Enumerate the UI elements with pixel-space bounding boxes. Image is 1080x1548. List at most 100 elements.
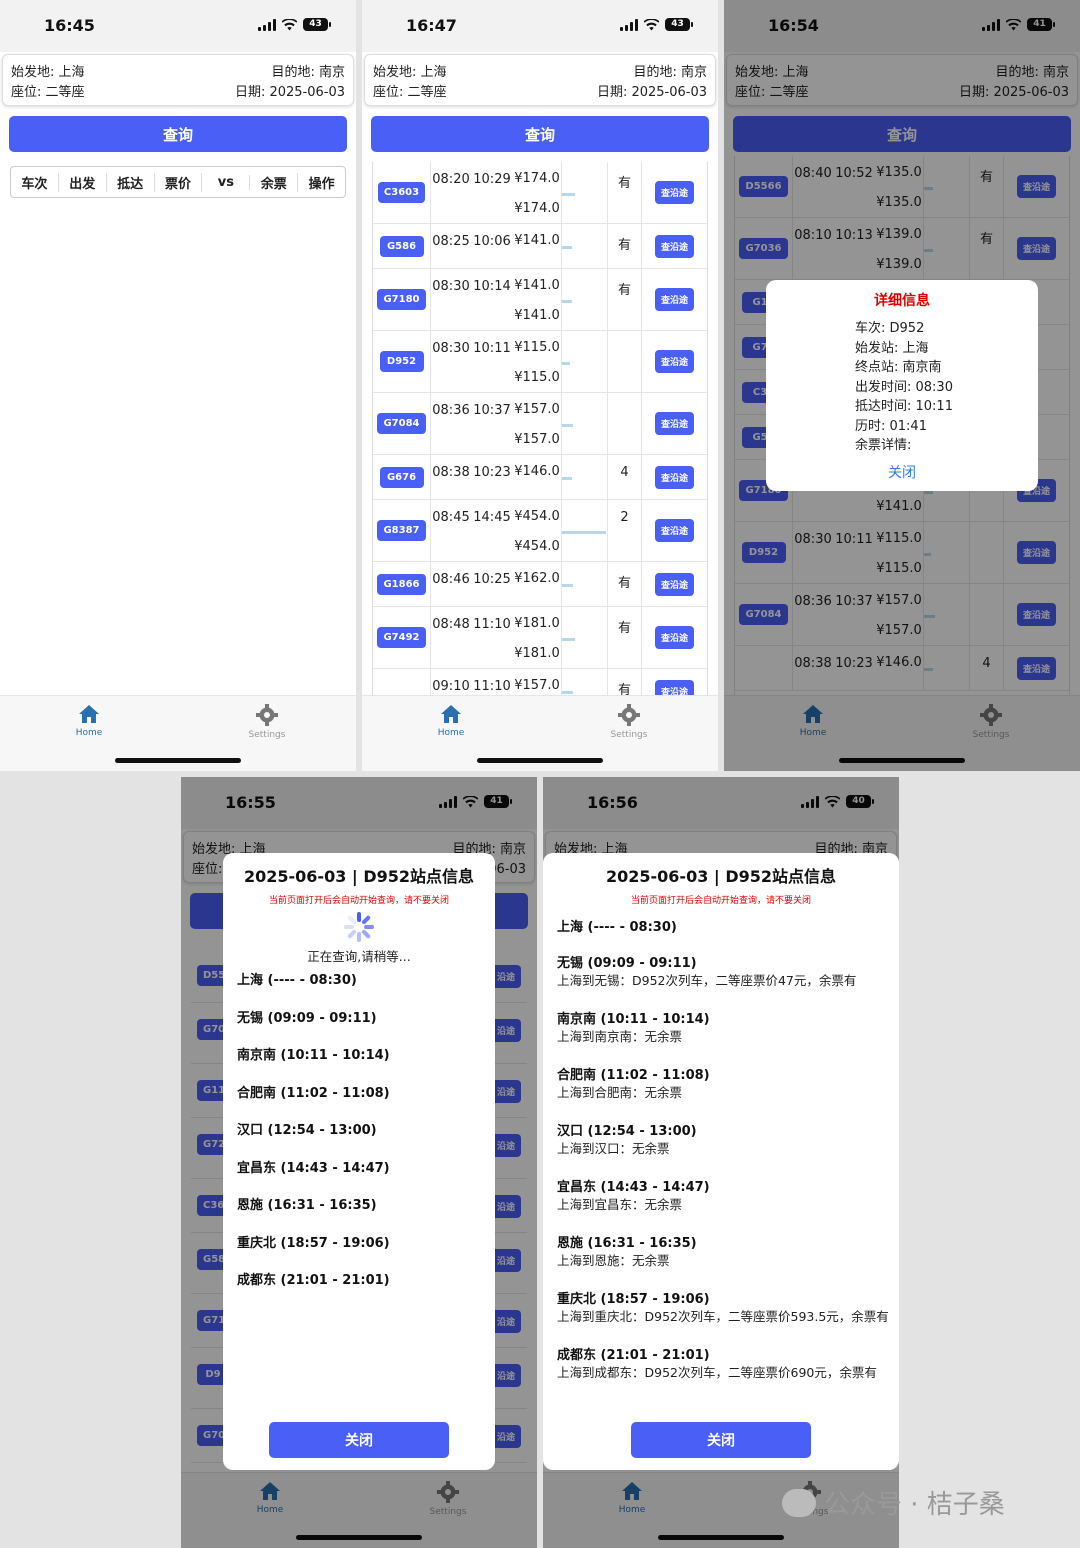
view-stops-button[interactable]: 查沿途 — [654, 234, 694, 258]
table-row[interactable]: G58 沿途 — [191, 1233, 527, 1294]
compare-bar-fill — [562, 361, 570, 365]
detail-close-link[interactable]: 关闭 — [888, 464, 916, 481]
table-row[interactable]: D952 08:30 10:11 ¥115.0 ¥115.0 查沿途 — [373, 331, 707, 393]
loading-text: 正在查询,请稍等... — [307, 949, 411, 964]
view-stops-button[interactable]: 查沿途 — [654, 626, 694, 649]
query-button[interactable]: 查询 — [733, 116, 1071, 152]
seat-type[interactable]: 座位: 二等座 — [373, 85, 447, 100]
view-stops-button[interactable]: 查沿途 — [654, 412, 694, 435]
to-station[interactable]: 目的地: 南京 — [995, 65, 1069, 80]
header-price: 票价 — [155, 172, 203, 192]
tab-home[interactable]: Home — [587, 1481, 677, 1515]
train-number-badge[interactable]: G676 — [379, 466, 424, 488]
view-stops-button[interactable]: 沿途 — [490, 1019, 521, 1042]
tab-settings[interactable]: Settings — [222, 704, 312, 740]
table-row[interactable]: G1866 08:46 10:25 ¥162.0 有查沿途 — [373, 562, 707, 607]
view-stops-button[interactable]: 查沿途 — [1016, 603, 1056, 626]
train-number-badge[interactable]: C36 — [197, 1195, 231, 1216]
sheet-title: 2025-06-03 | D952站点信息 — [243, 867, 474, 886]
view-stops-button[interactable]: 查沿途 — [1016, 237, 1056, 260]
train-number-badge[interactable]: G70 — [197, 1425, 232, 1446]
tab-home[interactable]: Home — [406, 704, 496, 738]
to-station[interactable]: 目的地: 南京 — [633, 65, 707, 80]
view-stops-button[interactable]: 沿途 — [490, 1195, 521, 1218]
train-number-badge[interactable]: G7084 — [377, 413, 426, 434]
tab-home[interactable]: Home — [768, 704, 858, 738]
table-row[interactable]: G7492 08:48 11:10 ¥181.0 ¥181.0 有查沿途 — [373, 607, 707, 669]
table-row[interactable]: G7084 08:36 10:37 ¥157.0 ¥157.0 查沿途 — [373, 393, 707, 455]
train-number-badge[interactable]: D952 — [379, 351, 424, 372]
train-number-badge[interactable]: C3603 — [377, 182, 426, 203]
train-number-badge[interactable]: G7180 — [377, 289, 426, 310]
from-station[interactable]: 始发地: 上海 — [735, 65, 809, 80]
train-number-badge[interactable]: G7084 — [739, 604, 788, 625]
view-stops-button[interactable]: 查沿途 — [654, 288, 694, 311]
train-list[interactable]: C3603 08:20 10:29 ¥174.0 ¥174.0 有查沿途 G586 08:25… — [372, 162, 708, 695]
train-number-badge[interactable]: G58 — [197, 1249, 232, 1270]
remaining-tickets — [969, 584, 1003, 645]
from-station[interactable]: 始发地: 上海 — [373, 65, 447, 80]
view-stops-button[interactable]: 查沿途 — [654, 679, 694, 695]
to-station[interactable]: 目的地: 南京 — [271, 65, 345, 80]
view-stops-button[interactable]: 沿途 — [490, 1080, 521, 1103]
travel-date[interactable]: 日期: 2025-06-03 — [958, 85, 1069, 100]
train-number-badge[interactable]: D55 — [197, 965, 232, 986]
view-stops-button[interactable]: 沿途 — [490, 1249, 521, 1272]
table-row[interactable]: G8387 08:45 14:45 ¥454.0 ¥454.0 2 查沿途 — [373, 500, 707, 562]
view-stops-button[interactable]: 查沿途 — [654, 350, 694, 373]
table-row[interactable]: 09:10 11:10 ¥157.0 有查沿途 — [373, 669, 707, 695]
view-stops-button[interactable]: 查沿途 — [654, 572, 694, 596]
table-row[interactable]: G676 08:38 10:23 ¥146.0 4 查沿途 — [373, 455, 707, 500]
train-number-badge[interactable]: G7492 — [377, 627, 426, 648]
view-stops-button[interactable]: 沿途 — [490, 965, 521, 988]
table-row[interactable]: G7084 08:36 10:37 ¥157.0 ¥157.0 查沿途 — [735, 584, 1069, 646]
compare-bar-fill — [924, 552, 932, 556]
train-number-badge[interactable]: G71 — [197, 1310, 232, 1331]
tab-settings[interactable]: Settings — [946, 704, 1036, 740]
query-button[interactable]: 查询 — [9, 116, 347, 152]
train-number-badge[interactable]: G8387 — [377, 520, 426, 541]
train-number-badge[interactable]: G72 — [197, 1134, 232, 1155]
sheet-close-button[interactable]: 关闭 — [269, 1422, 449, 1458]
seat-type[interactable]: 座位: 二等座 — [735, 85, 809, 100]
train-number-badge[interactable]: D952 — [741, 542, 786, 563]
view-stops-button[interactable]: 查沿途 — [1016, 175, 1056, 198]
train-number-badge[interactable]: D9 — [197, 1364, 229, 1385]
sheet-close-button[interactable]: 关闭 — [631, 1422, 811, 1458]
arrive-time: 10:11 — [473, 341, 511, 356]
table-row[interactable]: D5566 08:40 10:52 ¥135.0 ¥135.0 有查沿途 — [735, 156, 1069, 218]
view-stops-button[interactable]: 沿途 — [490, 1134, 521, 1157]
train-number-badge[interactable]: G11 — [197, 1080, 232, 1101]
view-stops-button[interactable]: 查沿途 — [1016, 656, 1056, 680]
wifi-icon — [463, 795, 478, 807]
price-value: ¥139.0 — [876, 227, 922, 242]
view-stops-button[interactable]: 查沿途 — [654, 181, 694, 204]
view-stops-button[interactable]: 沿途 — [490, 1364, 521, 1387]
from-station[interactable]: 始发地: 上海 — [11, 65, 85, 80]
table-row[interactable]: C3603 08:20 10:29 ¥174.0 ¥174.0 有查沿途 — [373, 162, 707, 224]
train-number-badge[interactable]: G70 — [197, 1019, 232, 1040]
tab-settings[interactable]: Settings — [584, 704, 674, 740]
table-row[interactable]: G586 08:25 10:06 ¥141.0 有查沿途 — [373, 224, 707, 269]
seat-type[interactable]: 座位: 二等座 — [11, 85, 85, 100]
tab-home[interactable]: Home — [225, 1481, 315, 1515]
view-stops-button[interactable]: 查沿途 — [1016, 541, 1056, 564]
tab-home[interactable]: Home — [44, 704, 134, 738]
view-stops-button[interactable]: 查沿途 — [654, 465, 694, 489]
train-cell — [373, 669, 431, 695]
view-stops-button[interactable]: 沿途 — [490, 1310, 521, 1333]
train-number-badge[interactable]: G586 — [379, 235, 424, 257]
train-number-badge[interactable]: G7036 — [739, 238, 788, 259]
view-stops-button[interactable]: 查沿途 — [654, 519, 694, 542]
train-number-badge[interactable]: G1866 — [377, 573, 426, 595]
travel-date[interactable]: 日期: 2025-06-03 — [596, 85, 707, 100]
view-stops-button[interactable]: 沿途 — [490, 1425, 521, 1448]
table-row[interactable]: D952 08:30 10:11 ¥115.0 ¥115.0 查沿途 — [735, 522, 1069, 584]
query-button[interactable]: 查询 — [371, 116, 709, 152]
train-number-badge[interactable]: D5566 — [739, 176, 788, 197]
table-row[interactable]: G7036 08:10 10:13 ¥139.0 ¥139.0 有查沿途 — [735, 218, 1069, 280]
tab-settings[interactable]: Settings — [403, 1481, 493, 1517]
travel-date[interactable]: 日期: 2025-06-03 — [234, 85, 345, 100]
table-row[interactable]: 08:38 10:23 ¥146.0 4 查沿途 — [735, 646, 1069, 691]
